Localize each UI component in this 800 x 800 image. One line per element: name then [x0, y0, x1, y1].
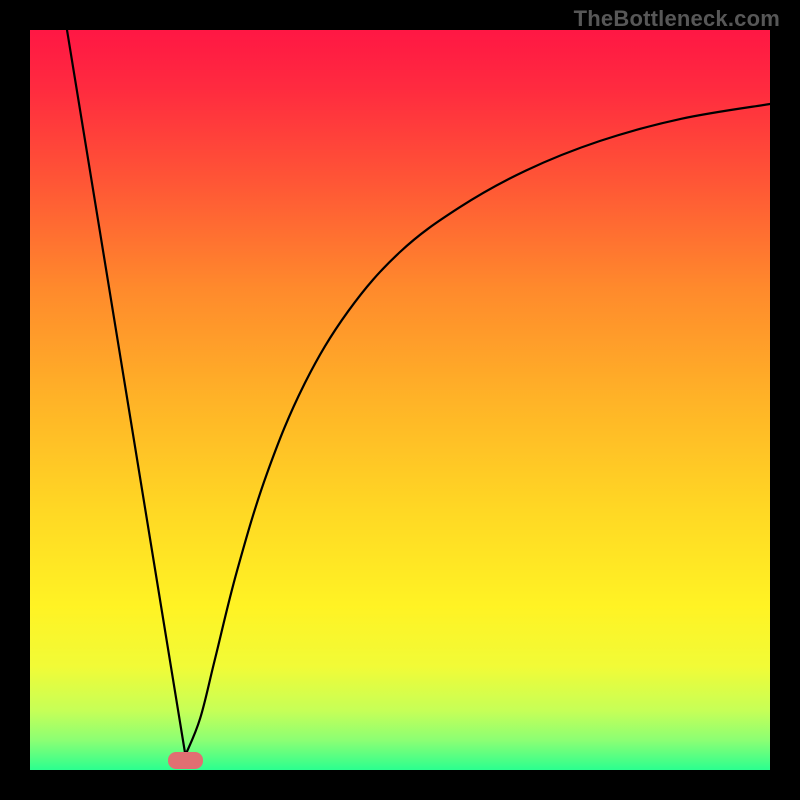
plot-area — [30, 30, 770, 770]
gradient-background — [30, 30, 770, 770]
watermark-text: TheBottleneck.com — [574, 6, 780, 32]
chart-svg — [30, 30, 770, 770]
chart-frame: TheBottleneck.com — [0, 0, 800, 800]
minimum-marker — [168, 752, 204, 768]
